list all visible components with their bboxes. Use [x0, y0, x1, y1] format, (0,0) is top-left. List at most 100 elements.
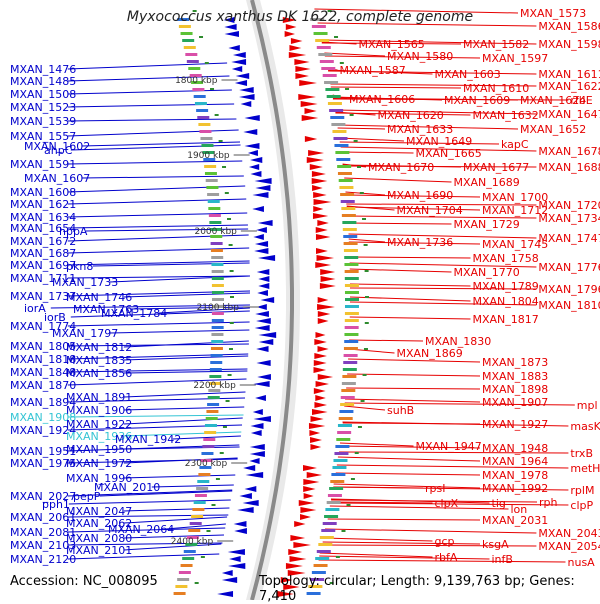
right-gene-label: clpP [570, 499, 593, 512]
right-connector [322, 544, 537, 547]
cog-stripe [208, 382, 221, 385]
cog-stripe [310, 578, 325, 581]
left-gene-label: MXAN_2120 [10, 553, 76, 566]
reverse-gene-mark [224, 31, 239, 37]
reverse-gene-mark [258, 332, 277, 338]
cog-stripe [330, 480, 345, 483]
cog-stripe [324, 81, 339, 84]
left-gene-label: MXAN_1950 [66, 443, 132, 456]
cog-stripe [343, 361, 358, 364]
reverse-gene-mark [254, 178, 272, 184]
cog-stripe [196, 487, 209, 490]
cog-stripe [345, 298, 359, 301]
right-gene-label: MXAN_2054 [538, 540, 600, 553]
forward-gene-mark [301, 115, 319, 121]
reverse-gene-mark [232, 52, 246, 58]
left-connector [109, 275, 250, 283]
left-connector [99, 490, 233, 497]
left-gene-label: MXAN_1654 [10, 222, 76, 235]
right-gene-label: MXAN_1927 [482, 418, 548, 431]
forward-gene-mark [314, 402, 328, 408]
cog-stripe [210, 361, 223, 364]
forward-gene-mark [319, 283, 336, 289]
cog-stripe [175, 585, 188, 588]
cog-stripe [193, 501, 206, 504]
left-gene-label: MXAN_1922 [66, 418, 132, 431]
cog-stripe [193, 95, 206, 98]
tick-mark [349, 114, 354, 116]
tick-mark [219, 452, 224, 454]
cog-stripe [344, 340, 359, 343]
tick-mark [329, 582, 334, 584]
right-connector [346, 387, 481, 390]
cog-stripe [335, 445, 350, 448]
left-connector [67, 185, 246, 193]
cog-stripe [199, 130, 212, 133]
reverse-gene-mark [234, 528, 247, 534]
right-connector [339, 442, 414, 447]
tick-mark [364, 322, 369, 324]
right-connector [344, 405, 386, 411]
cog-stripe [342, 228, 357, 231]
cog-stripe [188, 67, 201, 70]
cog-stripe [306, 592, 321, 595]
right-connector [349, 268, 452, 273]
reverse-gene-mark [245, 472, 264, 478]
cog-stripe [206, 410, 219, 413]
left-gene-label: MXAN_1608 [10, 186, 76, 199]
right-gene-label: MXAN_1603 [435, 68, 501, 81]
right-gene-label: suhB [387, 404, 414, 417]
cog-stripe [344, 333, 359, 336]
cog-stripe [318, 53, 333, 56]
right-connector [321, 42, 462, 45]
tick-mark [335, 556, 340, 558]
right-gene-label: MXAN_1712 [482, 204, 548, 217]
right-gene-label: infB [492, 553, 513, 566]
cog-stripe [205, 179, 218, 182]
right-connector [335, 112, 471, 116]
cog-stripe [211, 263, 224, 266]
cog-stripe [198, 123, 211, 126]
left-connector [67, 198, 247, 205]
cog-stripe [208, 214, 221, 217]
left-gene-label: MXAN_1856 [66, 367, 132, 380]
left-gene-label: MXAN_1924 [10, 424, 76, 437]
reverse-gene-mark [252, 206, 264, 212]
left-connector [123, 370, 248, 374]
tick-mark [225, 400, 230, 402]
reverse-gene-mark [243, 465, 256, 471]
cog-stripe [315, 557, 330, 560]
left-gene-label: MXAN_1737 [10, 290, 76, 303]
forward-gene-mark [313, 360, 327, 366]
forward-gene-mark [309, 164, 323, 170]
cog-stripe [202, 445, 215, 448]
right-connector [327, 518, 481, 521]
left-gene-label: MXAN_1746 [66, 291, 132, 304]
forward-gene-mark [320, 269, 336, 275]
right-gene-label: MXAN_1620 [378, 109, 444, 122]
right-connector [336, 464, 569, 469]
tick-mark [215, 478, 220, 480]
right-gene-label: MXAN_1747 [538, 232, 600, 245]
cog-stripe [344, 270, 359, 273]
cog-stripe [208, 389, 221, 392]
reverse-gene-mark [257, 374, 271, 380]
forward-gene-mark [310, 437, 323, 443]
right-gene-label: MXAN_2043 [538, 527, 600, 540]
left-connector [123, 292, 251, 298]
right-connector [345, 194, 481, 198]
right-connector [330, 83, 537, 87]
cog-stripe [211, 284, 224, 287]
forward-gene-mark [317, 311, 331, 317]
left-connector [67, 275, 250, 279]
forward-gene-mark [295, 66, 311, 72]
left-gene-label: MXAN_1891 [66, 391, 132, 404]
forward-gene-mark [316, 255, 335, 261]
tick-mark [350, 478, 355, 480]
right-connector [348, 241, 481, 245]
reverse-gene-mark [253, 234, 264, 240]
left-gene-label: hppA [59, 225, 88, 238]
right-connector [349, 296, 471, 302]
cog-stripe [339, 410, 354, 413]
cog-stripe [340, 396, 355, 399]
